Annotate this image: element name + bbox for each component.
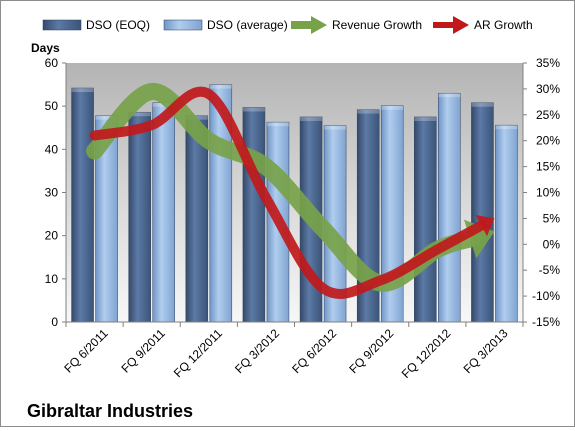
left-tick-label-30: 30 xyxy=(45,186,59,200)
bar-dso-eoq-6 xyxy=(414,116,437,323)
bar-dso-eoq-1 xyxy=(128,111,151,323)
legend-swatch-dso-average xyxy=(163,19,203,31)
legend-label-dso-eoq: DSO (EOQ) xyxy=(86,18,150,32)
bar-top-dso-average-0 xyxy=(95,115,118,120)
arrowhead-ar-growth xyxy=(475,215,495,237)
bar-dso-average-1 xyxy=(152,102,175,323)
bar-dso-eoq-0 xyxy=(71,87,94,323)
bar-top-dso-average-6 xyxy=(438,93,461,98)
right-tick-label-15: 15% xyxy=(536,160,560,174)
right-tick-label-10: 10% xyxy=(536,186,560,200)
bar-top-dso-eoq-6 xyxy=(414,116,437,121)
bar-top-dso-eoq-1 xyxy=(128,112,151,117)
legend-label-dso-average: DSO (average) xyxy=(207,18,288,32)
right-tick-label-20: 20% xyxy=(536,134,560,148)
line-ar-growth xyxy=(89,86,488,299)
right-tick-label--10: -10% xyxy=(532,289,560,303)
y-axis-label: Days xyxy=(31,41,60,55)
x-tick-label-4: FQ 6/2012 xyxy=(289,326,339,376)
bar-top-dso-average-7 xyxy=(495,125,518,130)
x-tick-label-7: FQ 3/2013 xyxy=(461,326,511,376)
bar-dso-average-6 xyxy=(438,92,461,323)
bar-top-dso-average-2 xyxy=(209,84,232,89)
bar-top-dso-eoq-5 xyxy=(357,109,380,114)
legend-label-ar-growth: AR Growth xyxy=(474,18,533,32)
bar-top-dso-eoq-7 xyxy=(471,102,494,107)
legend-label-revenue-growth: Revenue Growth xyxy=(332,18,422,32)
right-tick-label--15: -15% xyxy=(532,315,560,329)
x-tick-label-2: FQ 12/2011 xyxy=(171,326,225,380)
x-tick-label-6: FQ 12/2012 xyxy=(399,326,454,381)
left-tick-label-60: 60 xyxy=(45,56,59,70)
right-tick-label-30: 30% xyxy=(536,82,560,96)
bar-dso-average-7 xyxy=(495,124,518,323)
legend-swatch-dso-eoq xyxy=(42,19,82,31)
legend-arrow-ar-growth xyxy=(453,16,469,34)
bar-top-dso-eoq-3 xyxy=(242,107,265,112)
left-tick-label-10: 10 xyxy=(45,272,59,286)
bar-top-dso-average-3 xyxy=(266,122,289,127)
bar-dso-eoq-3 xyxy=(242,107,266,323)
bar-top-dso-eoq-0 xyxy=(71,88,94,93)
x-tick-label-5: FQ 9/2012 xyxy=(346,326,396,376)
x-tick-label-3: FQ 3/2012 xyxy=(232,326,282,376)
x-tick-label-0: FQ 6/2011 xyxy=(61,326,111,376)
bar-dso-eoq-7 xyxy=(471,102,494,323)
left-tick-label-40: 40 xyxy=(45,142,59,156)
right-tick-label-5: 5% xyxy=(543,211,561,225)
x-tick-label-1: FQ 9/2011 xyxy=(118,326,168,376)
bar-top-dso-average-5 xyxy=(381,105,404,110)
bar-top-dso-average-4 xyxy=(324,125,347,130)
bar-top-dso-eoq-4 xyxy=(300,116,323,121)
right-tick-label-25: 25% xyxy=(536,108,560,122)
legend-arrow-revenue-growth xyxy=(311,16,327,34)
right-tick-label-35: 35% xyxy=(536,56,560,70)
right-tick-label--5: -5% xyxy=(539,263,561,277)
left-tick-label-50: 50 xyxy=(45,99,59,113)
left-tick-label-20: 20 xyxy=(45,229,59,243)
chart-title: Gibraltar Industries xyxy=(27,401,193,421)
left-tick-label-0: 0 xyxy=(51,315,58,329)
right-tick-label-0: 0% xyxy=(543,237,561,251)
legend: DSO (EOQ) DSO (average) Revenue Growth AR G… xyxy=(42,16,533,34)
